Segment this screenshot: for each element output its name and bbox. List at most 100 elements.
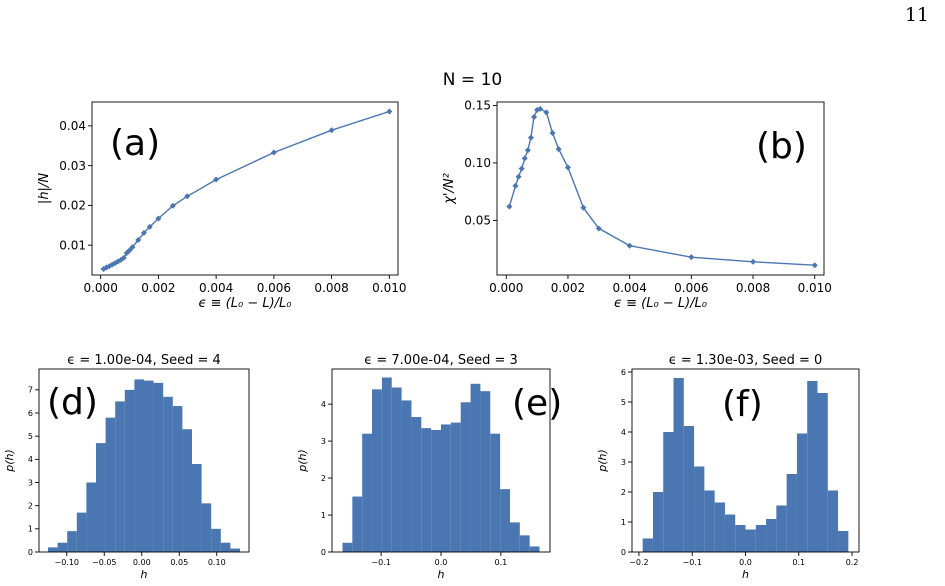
panel-b-data-point bbox=[543, 109, 550, 116]
panel-a-x-tick-label: 0.008 bbox=[314, 281, 348, 295]
panel-f-histogram-bar bbox=[724, 514, 736, 552]
panel-b-data-point bbox=[750, 258, 757, 265]
panel-a-x-tick-label: 0.010 bbox=[372, 281, 406, 295]
panel-f-y-tick-label: 6 bbox=[621, 368, 626, 377]
panel-a-x-tick-label: 0.004 bbox=[199, 281, 233, 295]
panel-d-histogram-bar bbox=[153, 382, 164, 552]
panel-e-histogram-bar bbox=[411, 417, 422, 552]
panel-e-histogram-bar bbox=[490, 433, 501, 552]
panel-d-y-tick-label: 1 bbox=[28, 525, 33, 534]
panel-f-histogram-bar bbox=[663, 432, 674, 552]
panel-a-data-point bbox=[120, 254, 127, 261]
panel-e-histogram-bar bbox=[431, 430, 441, 552]
panel-a-x-tick-label: 0.002 bbox=[141, 281, 175, 295]
panel-a-x-axis-label: ϵ ≡ (L₀ − L)/L₀ bbox=[199, 296, 293, 311]
panel-e-histogram-bar bbox=[500, 489, 510, 552]
panel-a-data-point bbox=[328, 127, 335, 134]
panel-b-y-axis-label: χ'/N² bbox=[442, 173, 457, 205]
panel-e-histogram-bar bbox=[362, 433, 373, 552]
panel-f-histogram-bar bbox=[817, 393, 828, 552]
panel-f-histogram-bar bbox=[766, 519, 777, 552]
panel-f-histogram-bar bbox=[735, 525, 746, 552]
panel-d-histogram-bar bbox=[96, 443, 106, 552]
panel-d-histogram-bar bbox=[172, 406, 183, 552]
panel-b-x-tick-label: 0.002 bbox=[551, 281, 585, 295]
panel-f-y-tick-label: 3 bbox=[621, 458, 626, 467]
panel-label-b: (b) bbox=[756, 126, 807, 167]
panel-label-e: (e) bbox=[512, 383, 562, 424]
panel-f-x-tick-label: 0.0 bbox=[739, 558, 752, 567]
panel-e-histogram-bar bbox=[470, 383, 481, 552]
panel-b-data-point bbox=[580, 204, 587, 211]
panel-e-histogram-bar bbox=[391, 387, 402, 552]
panel-d-y-tick-label: 3 bbox=[28, 478, 33, 487]
panel-b-data-point bbox=[524, 147, 531, 154]
panel-b-data-point bbox=[537, 105, 544, 112]
panel-a-data-point bbox=[146, 223, 153, 230]
panel-d-histogram-bar bbox=[220, 542, 231, 552]
panel-d-y-tick-label: 7 bbox=[28, 386, 33, 395]
panel-a-y-tick-label: 0.03 bbox=[59, 159, 86, 173]
panel-f-y-tick-label: 4 bbox=[621, 428, 626, 437]
panel-f-y-tick-label: 2 bbox=[621, 488, 626, 497]
panel-a-chart: 0.000 0.002 0.004 0.006 0.008 0.010 0.01 0.02 0.… bbox=[37, 101, 407, 311]
panel-f-histogram-bar bbox=[807, 381, 818, 552]
panel-b-x-tick-label: 0.008 bbox=[736, 281, 770, 295]
panel-e-title: ϵ = 7.00e-04, Seed = 3 bbox=[364, 353, 518, 368]
figure-suptitle: N = 10 bbox=[442, 70, 503, 90]
panel-b-y-tick-label: 0.05 bbox=[464, 214, 491, 228]
panel-e-y-tick-label: 4 bbox=[321, 400, 326, 409]
panel-f-histogram-bar bbox=[652, 492, 664, 552]
panel-d-y-tick-label: 6 bbox=[28, 409, 33, 418]
panel-d-histogram-bar bbox=[192, 463, 202, 552]
panel-e-x-axis-label: h bbox=[438, 568, 445, 581]
panel-a-x-tick-label: 0.000 bbox=[83, 281, 117, 295]
panel-a-data-point bbox=[129, 244, 136, 251]
panel-a-data-point bbox=[386, 108, 393, 115]
panel-f-histogram-bar bbox=[704, 490, 715, 552]
panel-b-data-point bbox=[811, 262, 818, 269]
panel-d-x-tick-label: 0.05 bbox=[170, 558, 188, 567]
panel-f-y-axis-label: p(h) bbox=[596, 449, 609, 473]
panel-e-histogram-bar bbox=[441, 424, 451, 552]
panel-d-x-tick-label: 0.10 bbox=[208, 558, 226, 567]
panel-f-histogram-bar bbox=[827, 490, 839, 552]
panel-e-histogram-bar bbox=[421, 428, 432, 552]
panel-d-chart: −0.10 −0.05 0.00 0.05 0.10 0 1 2 3 4 5 6 7 ϵ = 1.00e-… bbox=[3, 353, 250, 581]
panel-d-title: ϵ = 1.00e-04, Seed = 4 bbox=[67, 353, 221, 368]
panel-d-y-tick-label: 5 bbox=[28, 432, 33, 441]
panel-f-histogram-bar bbox=[673, 378, 684, 552]
panel-f-histogram-bar bbox=[776, 505, 787, 552]
panel-b-x-axis-label: ϵ ≡ (L₀ − L)/L₀ bbox=[614, 296, 708, 311]
panel-label-d: (d) bbox=[47, 382, 98, 423]
panel-d-histogram-bar bbox=[163, 396, 173, 552]
panel-label-f: (f) bbox=[722, 384, 763, 425]
panel-d-histogram-bar bbox=[57, 542, 68, 552]
panel-a-data-point bbox=[135, 237, 142, 244]
panel-d-histogram-bar bbox=[124, 389, 135, 552]
panel-b-data-point bbox=[549, 130, 556, 137]
panel-d-histogram-bar bbox=[230, 548, 240, 552]
panel-d-histogram-bar bbox=[67, 531, 77, 552]
panel-f-histogram-bar bbox=[694, 466, 705, 552]
panel-f-histogram-bar bbox=[642, 538, 653, 552]
panel-f-x-tick-label: 0.2 bbox=[846, 558, 859, 567]
panel-f-x-tick-label: −0.2 bbox=[629, 558, 648, 567]
panel-d-x-tick-label: −0.10 bbox=[54, 558, 79, 567]
panel-d-histogram-bar bbox=[201, 503, 212, 552]
panel-e-x-tick-label: 0.0 bbox=[435, 558, 448, 567]
panel-e-y-tick-label: 3 bbox=[321, 437, 326, 446]
panel-a-x-tick-label: 0.006 bbox=[257, 281, 291, 295]
panel-b-data-point bbox=[688, 254, 695, 261]
panel-e-histogram-bar bbox=[342, 542, 353, 552]
panel-a-y-axis-label: |h|/N bbox=[37, 173, 52, 204]
panel-e-histogram-bar bbox=[450, 422, 461, 552]
panel-a-data-point bbox=[270, 149, 277, 156]
panel-d-x-tick-label: −0.05 bbox=[92, 558, 117, 567]
panel-e-y-tick-label: 0 bbox=[321, 548, 326, 557]
panel-f-x-axis-label: h bbox=[742, 568, 749, 581]
panel-f-histogram-bar bbox=[683, 426, 695, 552]
panel-b-y-tick-label: 0.15 bbox=[464, 99, 491, 113]
panel-e-x-tick-label: 0.1 bbox=[495, 558, 508, 567]
